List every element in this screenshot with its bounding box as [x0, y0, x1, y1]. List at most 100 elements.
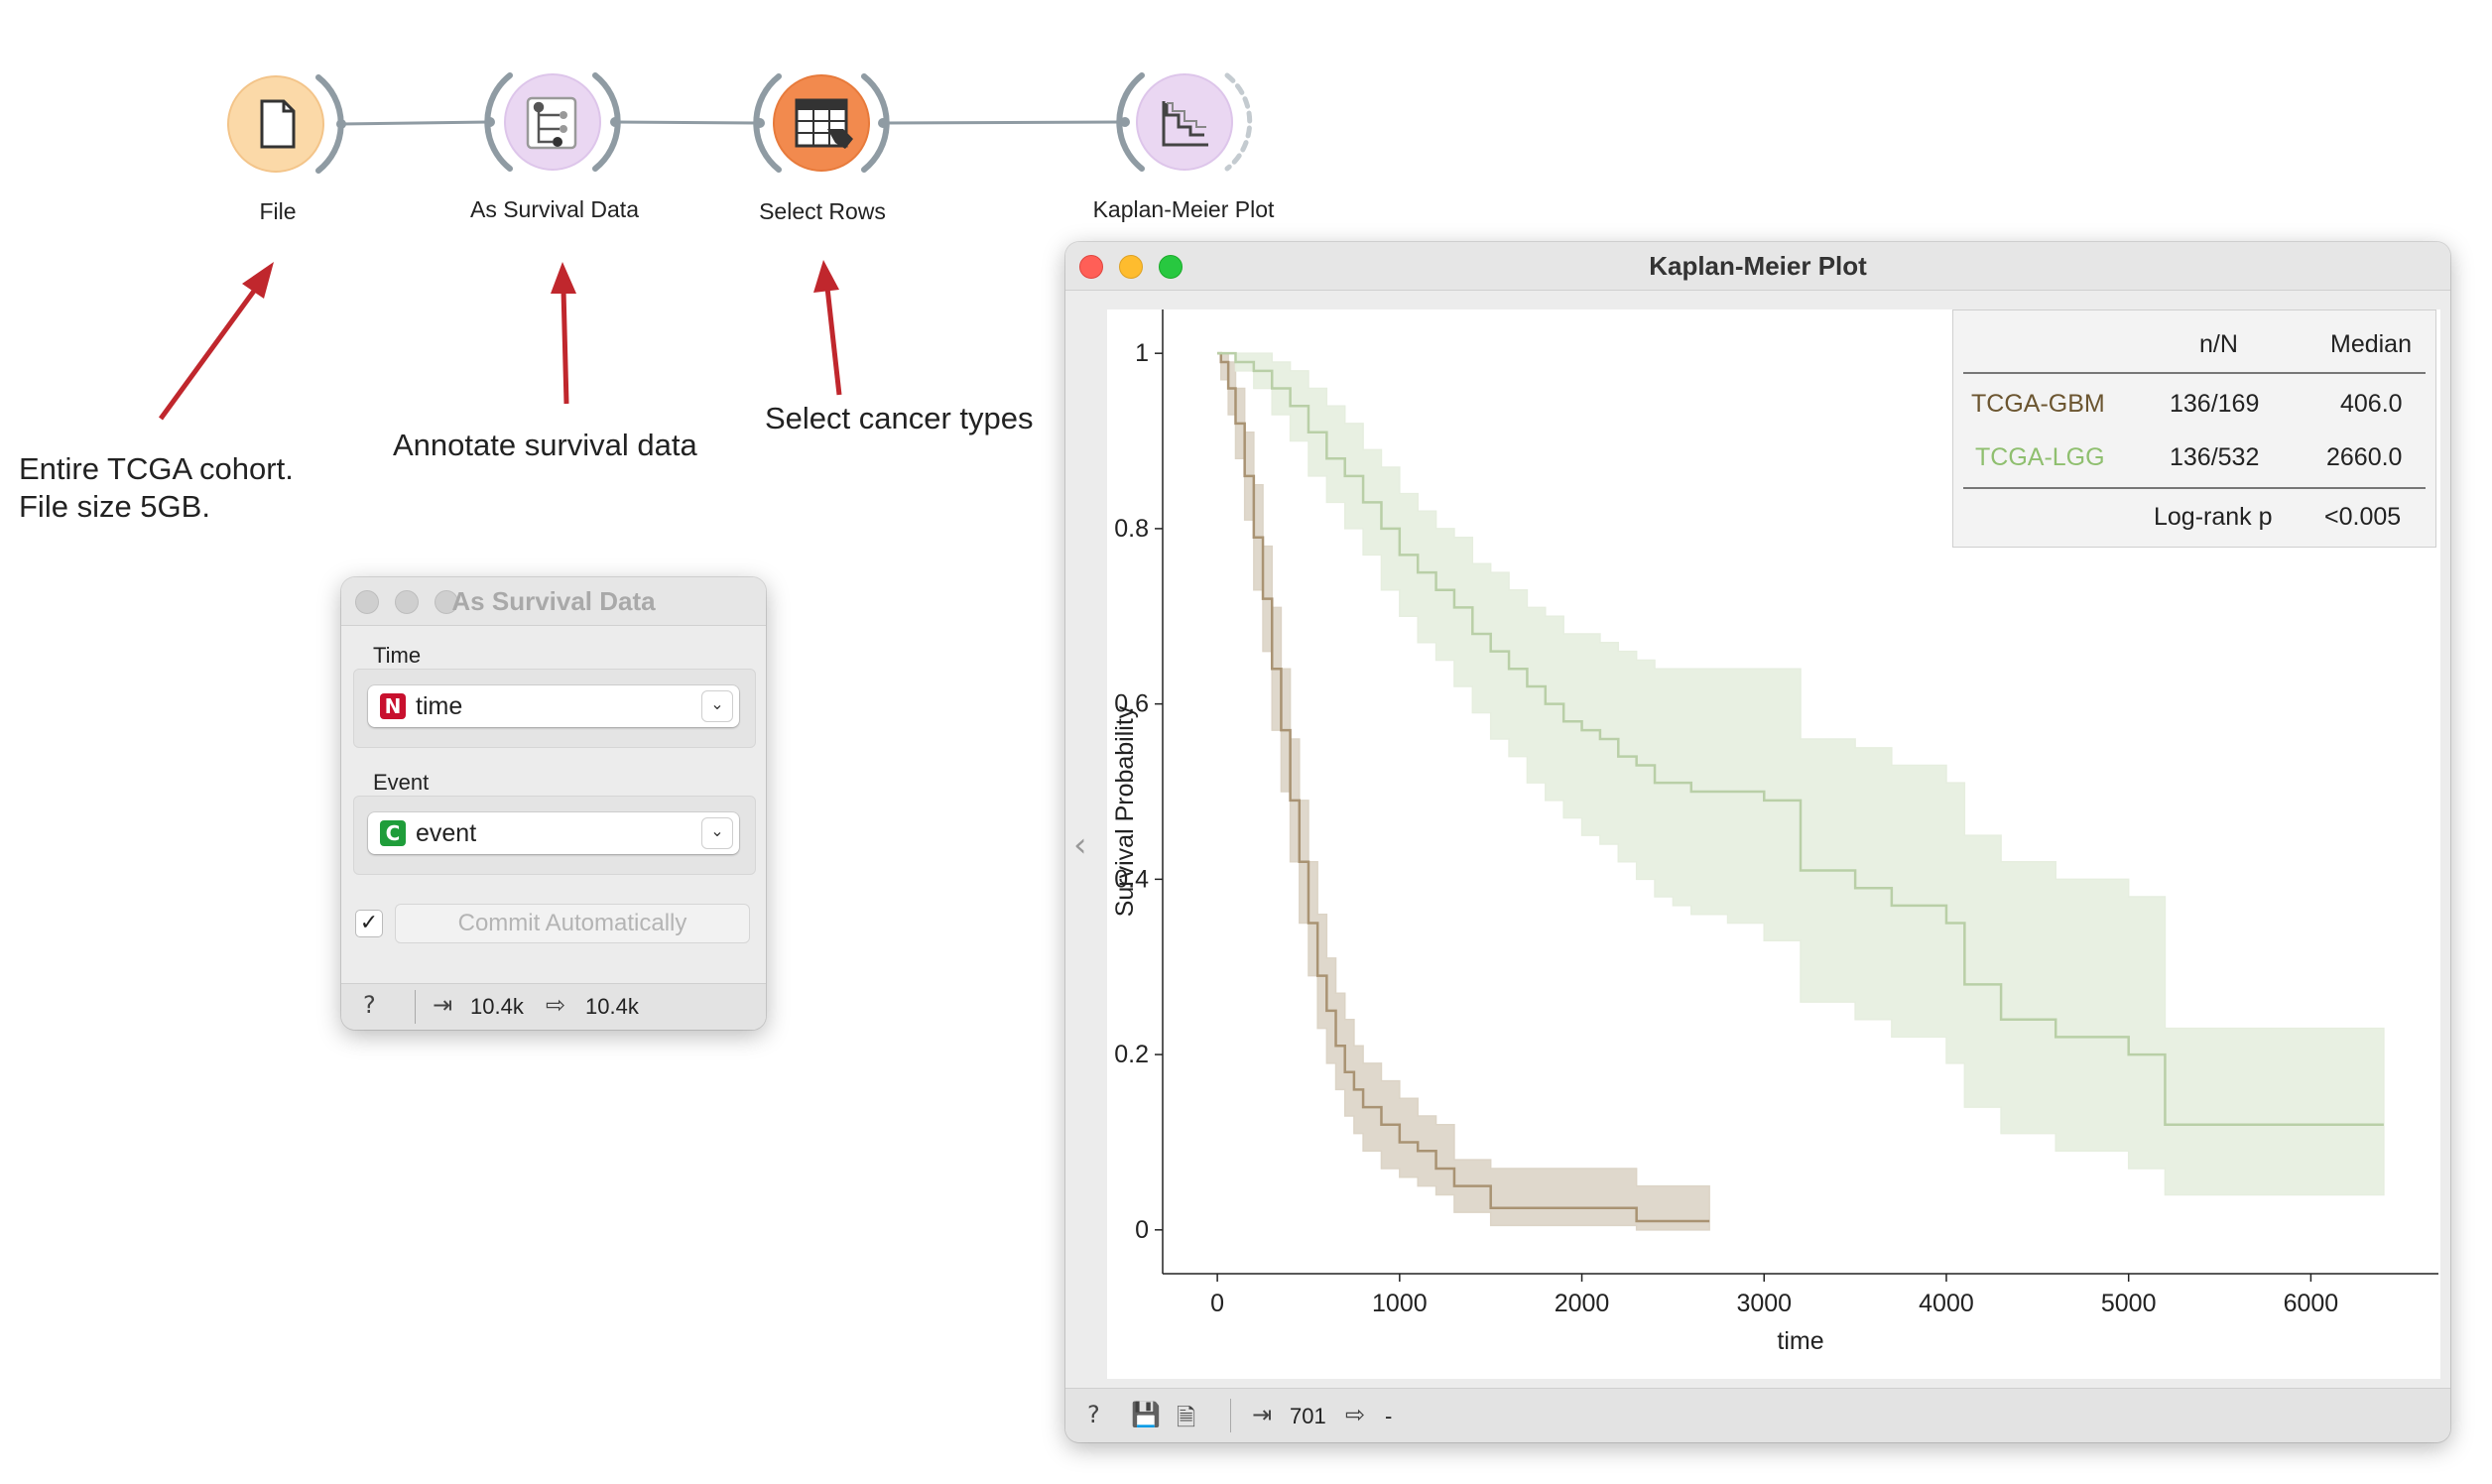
output-icon: ⇨ — [546, 991, 566, 1019]
link-file-survival[interactable] — [340, 120, 491, 126]
chevron-left-icon[interactable]: ‹ — [1073, 825, 1087, 865]
time-combo[interactable]: N time ⌄ — [368, 685, 739, 727]
close-button[interactable] — [355, 590, 379, 614]
legend-header-n: n/N — [2199, 330, 2238, 358]
input-count: 10.4k — [470, 994, 524, 1019]
file-node-label: File — [259, 198, 297, 224]
y-axis-title: Survival Probability — [1111, 705, 1139, 917]
x-tick-label: 6000 — [2284, 1290, 2339, 1317]
event-combo[interactable]: C event ⌄ — [368, 812, 739, 854]
time-label: Time — [373, 643, 422, 668]
y-tick-label: 0.4 — [1114, 865, 1149, 893]
arrow-file-head — [242, 262, 274, 299]
legend-gbm-n: 136/169 — [2170, 390, 2260, 418]
event-combo-value: event — [416, 819, 477, 847]
time-combo-value: time — [416, 692, 463, 720]
stepped-curve-icon — [1162, 101, 1208, 147]
file-node[interactable] — [227, 74, 346, 174]
select-rows-node[interactable] — [753, 73, 890, 173]
annotation-survival[interactable]: Annotate survival data — [393, 427, 697, 464]
legend-header-median: Median — [2330, 330, 2412, 358]
km-window-title: Kaplan-Meier Plot — [1649, 251, 1867, 281]
table-cursor-icon — [795, 98, 853, 149]
arrow-survival — [561, 289, 569, 405]
statusbar-separator — [1230, 1399, 1231, 1432]
legend-lgg-median: 2660.0 — [2326, 443, 2403, 471]
kaplan-meier-node-label: Kaplan-Meier Plot — [1092, 196, 1275, 222]
km-window-statusbar: ? 💾 🗎 ⇥ 701 ⇨ - — [1065, 1388, 2450, 1442]
zoom-button[interactable] — [1159, 255, 1183, 279]
help-icon[interactable]: ? — [1087, 1401, 1100, 1428]
input-icon: ⇥ — [1252, 1401, 1273, 1428]
zoom-button[interactable] — [435, 590, 458, 614]
annotation-arrows — [158, 260, 842, 421]
arrow-select-head — [813, 260, 839, 293]
kaplan-meier-node[interactable] — [1116, 72, 1253, 172]
link-select-km[interactable] — [882, 120, 1126, 125]
annotation-file-line2: File size 5GB. — [19, 489, 210, 524]
minimize-button[interactable] — [1119, 255, 1143, 279]
file-icon — [260, 99, 296, 149]
help-icon[interactable]: ? — [363, 991, 376, 1019]
x-tick-label: 2000 — [1555, 1290, 1610, 1317]
commit-checkbox[interactable]: ✓ — [355, 910, 383, 937]
legend-series-lgg: TCGA-LGG — [1975, 443, 2105, 471]
legend-footer-divider — [1963, 487, 2426, 489]
legend-series-gbm: TCGA-GBM — [1971, 390, 2105, 418]
x-tick-label: 3000 — [1736, 1290, 1792, 1317]
annotation-survival-line1: Annotate survival data — [393, 428, 697, 462]
categorical-variable-icon: C — [380, 820, 406, 846]
chevron-down-icon[interactable]: ⌄ — [701, 690, 733, 722]
annotation-select-line1: Select cancer types — [765, 401, 1034, 435]
x-tick-label: 4000 — [1919, 1290, 1974, 1317]
legend-logrank-label: Log-rank p — [2154, 503, 2273, 531]
survival-curve-tcga-lgg — [1217, 351, 2384, 1127]
numeric-variable-icon: N — [380, 693, 406, 719]
output-icon: ⇨ — [1345, 1401, 1366, 1428]
arrow-survival-head — [551, 262, 576, 294]
as-survival-data-node[interactable] — [484, 72, 621, 172]
km-chart[interactable]: 0 0.2 0.4 0.6 0.8 1 0 1000 2000 3000 4000 5000 6000 t… — [1107, 309, 2440, 1379]
survival-window-statusbar: ? ⇥ 10.4k ⇨ 10.4k — [341, 983, 766, 1030]
annotation-file[interactable]: Entire TCGA cohort. File size 5GB. — [19, 450, 294, 526]
annotation-file-line1: Entire TCGA cohort. — [19, 451, 294, 486]
survival-window-title: As Survival Data — [451, 586, 656, 616]
ci-band-tcga-lgg — [1217, 352, 2385, 1196]
x-tick-label: 1000 — [1372, 1290, 1428, 1317]
x-tick-label: 0 — [1210, 1290, 1224, 1317]
arrow-file — [158, 281, 263, 421]
output-count: 10.4k — [585, 994, 639, 1019]
y-tick-label: 1 — [1135, 339, 1149, 367]
report-icon[interactable]: 🗎 — [1177, 1404, 1196, 1431]
save-image-icon[interactable]: 💾 — [1131, 1401, 1161, 1428]
event-box: C event ⌄ — [353, 796, 756, 875]
legend-lgg-n: 136/532 — [2170, 443, 2260, 471]
input-icon: ⇥ — [433, 991, 453, 1019]
minimize-button[interactable] — [395, 590, 419, 614]
workflow-canvas — [158, 72, 1253, 421]
legend-logrank-value: <0.005 — [2324, 503, 2402, 531]
workflow-links — [340, 120, 1126, 126]
legend-gbm-median: 406.0 — [2340, 390, 2403, 418]
output-count: - — [1385, 1404, 1393, 1428]
y-tick-label: 0 — [1135, 1216, 1149, 1244]
arrow-select — [824, 287, 842, 396]
select-rows-node-label: Select Rows — [759, 198, 886, 224]
statusbar-separator — [415, 990, 416, 1024]
as-survival-data-window: As Survival Data Time N time ⌄ Event C e… — [341, 577, 766, 1030]
chevron-down-icon[interactable]: ⌄ — [701, 817, 733, 849]
survival-window-titlebar[interactable]: As Survival Data — [341, 577, 766, 626]
x-axis-title: time — [1777, 1327, 1823, 1355]
link-survival-select[interactable] — [614, 120, 761, 125]
y-tick-label: 0.6 — [1114, 690, 1149, 718]
annotation-select[interactable]: Select cancer types — [765, 400, 1034, 437]
survival-tree-icon — [526, 96, 577, 150]
kaplan-meier-window: Kaplan-Meier Plot ‹ 0 0.2 0.4 0.6 0.8 1 0 1000 2… — [1065, 242, 2450, 1442]
plot-area[interactable]: 0 0.2 0.4 0.6 0.8 1 0 1000 2000 3000 4000 5000 6000 t… — [1107, 309, 2440, 1379]
close-button[interactable] — [1079, 255, 1103, 279]
time-box: N time ⌄ — [353, 669, 756, 748]
km-window-titlebar[interactable]: Kaplan-Meier Plot — [1065, 242, 2450, 291]
input-count: 701 — [1290, 1404, 1326, 1428]
survival-curve-tcga-gbm — [1217, 351, 1710, 1223]
commit-automatically-button[interactable]: Commit Automatically — [395, 904, 750, 943]
